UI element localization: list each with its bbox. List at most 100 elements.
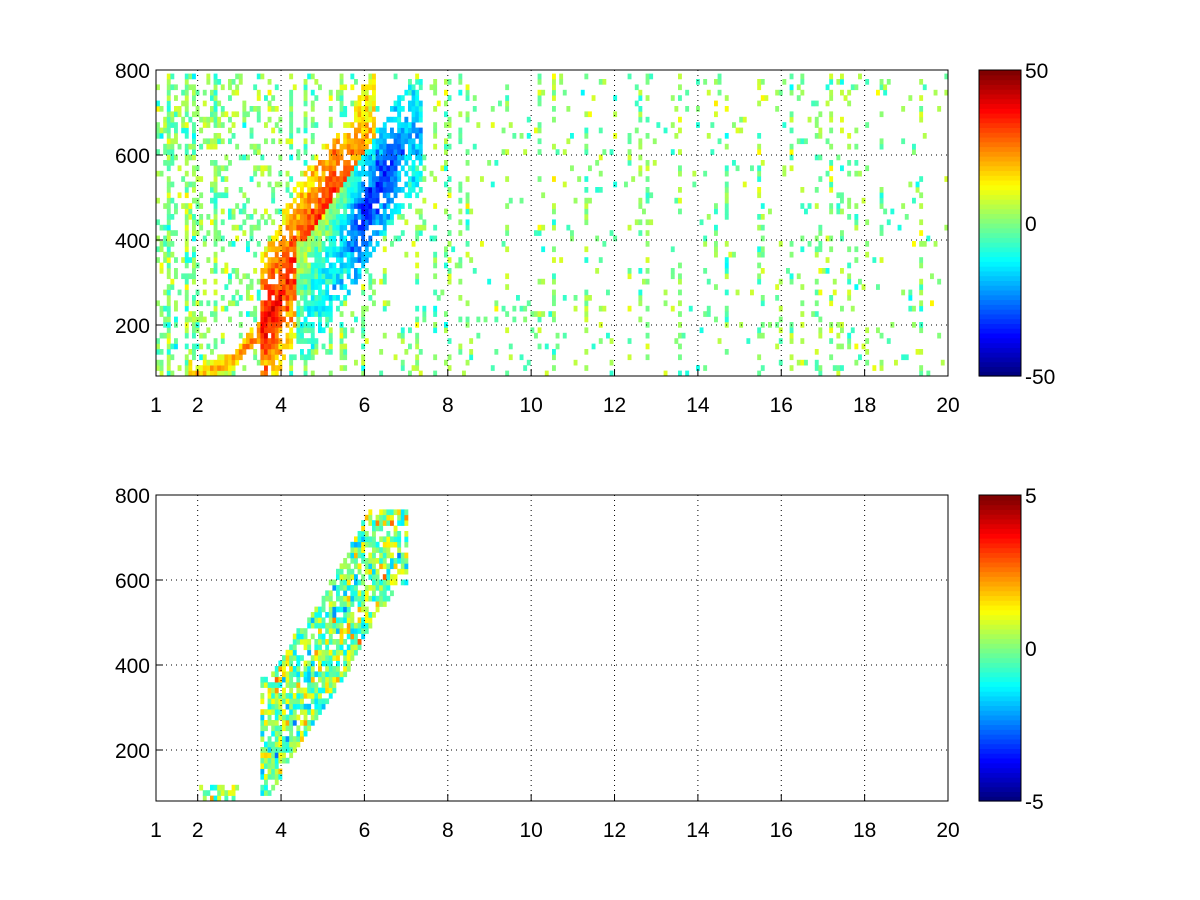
heatmap-cell bbox=[264, 709, 268, 715]
heatmap-cell bbox=[390, 574, 394, 580]
heatmap-cell bbox=[174, 133, 178, 139]
heatmap-cell bbox=[210, 138, 214, 145]
heatmap-cell bbox=[357, 95, 362, 101]
heatmap-cell bbox=[408, 149, 412, 155]
heatmap-cell bbox=[609, 370, 614, 377]
heatmap-cell bbox=[249, 214, 254, 220]
heatmap-cell bbox=[861, 197, 866, 204]
heatmap-cell bbox=[206, 122, 211, 128]
heatmap-cell bbox=[364, 536, 369, 543]
heatmap-cell bbox=[213, 203, 218, 209]
heatmap-cell bbox=[289, 752, 294, 759]
heatmap-cell bbox=[501, 149, 506, 155]
heatmap-cell bbox=[674, 106, 679, 112]
heatmap-cell bbox=[386, 541, 391, 548]
heatmap-cell bbox=[300, 327, 304, 334]
heatmap-cell bbox=[303, 327, 308, 334]
heatmap-cell bbox=[357, 208, 362, 215]
heatmap-cell bbox=[285, 214, 290, 220]
heatmap-cell bbox=[703, 235, 708, 242]
heatmap-cell bbox=[512, 133, 517, 139]
heatmap-cell bbox=[336, 133, 340, 139]
heatmap-cell bbox=[271, 192, 276, 199]
heatmap-cell bbox=[213, 106, 218, 112]
heatmap-cell bbox=[217, 79, 222, 85]
heatmap-cell bbox=[458, 219, 463, 226]
heatmap-cell bbox=[339, 649, 344, 656]
heatmap-cell bbox=[213, 111, 218, 118]
heatmap-cell bbox=[404, 349, 409, 355]
heatmap-cell bbox=[350, 192, 355, 199]
heatmap-cell bbox=[444, 149, 448, 155]
heatmap-cell bbox=[361, 520, 366, 526]
x-tick-label: 14 bbox=[686, 819, 710, 842]
heatmap-cell bbox=[350, 590, 355, 597]
heatmap-cell bbox=[184, 127, 189, 134]
heatmap-cell bbox=[296, 127, 301, 134]
heatmap-cell bbox=[296, 181, 301, 188]
heatmap-cell bbox=[192, 316, 196, 323]
heatmap-cell bbox=[919, 327, 924, 334]
heatmap-cell bbox=[537, 176, 542, 182]
heatmap-cell bbox=[303, 230, 308, 236]
heatmap-cell bbox=[357, 224, 362, 231]
heatmap-cell bbox=[289, 343, 294, 350]
heatmap-cell bbox=[278, 365, 283, 371]
heatmap-cell bbox=[278, 311, 283, 317]
heatmap-cell bbox=[573, 197, 578, 204]
heatmap-cell bbox=[231, 295, 236, 301]
heatmap-cell bbox=[328, 241, 333, 247]
heatmap-cell bbox=[433, 289, 438, 296]
heatmap-cell bbox=[339, 644, 344, 651]
heatmap-cell bbox=[310, 354, 315, 361]
heatmap-cell bbox=[328, 338, 333, 344]
heatmap-cell bbox=[289, 741, 294, 748]
heatmap-cell bbox=[339, 311, 344, 317]
heatmap-cell bbox=[332, 671, 337, 678]
heatmap-cell bbox=[696, 365, 700, 371]
heatmap-cell bbox=[249, 284, 254, 290]
heatmap-cell bbox=[206, 300, 211, 307]
heatmap-cell bbox=[328, 230, 333, 236]
heatmap-cell bbox=[382, 574, 387, 580]
colorbar-segment bbox=[979, 151, 1021, 157]
heatmap-cell bbox=[282, 676, 286, 683]
heatmap-cell bbox=[465, 192, 470, 199]
heatmap-cell bbox=[415, 273, 420, 280]
heatmap-cell bbox=[415, 208, 420, 215]
heatmap-cell bbox=[220, 370, 225, 377]
heatmap-cell bbox=[393, 143, 398, 150]
heatmap-cell bbox=[278, 730, 283, 737]
heatmap-cell bbox=[325, 660, 330, 667]
heatmap-cell bbox=[213, 311, 218, 317]
heatmap-cell bbox=[472, 268, 477, 274]
heatmap-cell bbox=[447, 257, 452, 263]
heatmap-cell bbox=[307, 693, 312, 699]
colorbar-segment bbox=[979, 184, 1021, 191]
heatmap-cell bbox=[400, 509, 405, 516]
heatmap-cell bbox=[584, 219, 589, 226]
x-tick-label: 2 bbox=[192, 819, 204, 842]
heatmap-cell bbox=[390, 208, 394, 215]
heatmap-cell bbox=[343, 181, 348, 188]
heatmap-cell bbox=[595, 235, 600, 242]
heatmap-cell bbox=[555, 343, 560, 350]
heatmap-cell bbox=[541, 224, 546, 231]
heatmap-cell bbox=[242, 116, 247, 123]
colorbar-segment bbox=[979, 762, 1021, 769]
heatmap-cell bbox=[289, 720, 294, 726]
heatmap-cell bbox=[681, 332, 686, 339]
heatmap-cell bbox=[393, 170, 398, 177]
heatmap-cell bbox=[314, 203, 319, 209]
heatmap-cell bbox=[210, 89, 214, 96]
heatmap-cell bbox=[166, 111, 171, 118]
heatmap-cell bbox=[231, 784, 236, 791]
colorbar-segment bbox=[979, 719, 1021, 726]
heatmap-cell bbox=[325, 666, 330, 672]
heatmap-cell bbox=[595, 268, 600, 274]
heatmap-cell bbox=[271, 95, 276, 101]
heatmap-cell bbox=[264, 720, 268, 726]
heatmap-cell bbox=[354, 181, 358, 188]
heatmap-cell bbox=[336, 649, 340, 656]
heatmap-cell bbox=[415, 154, 420, 161]
